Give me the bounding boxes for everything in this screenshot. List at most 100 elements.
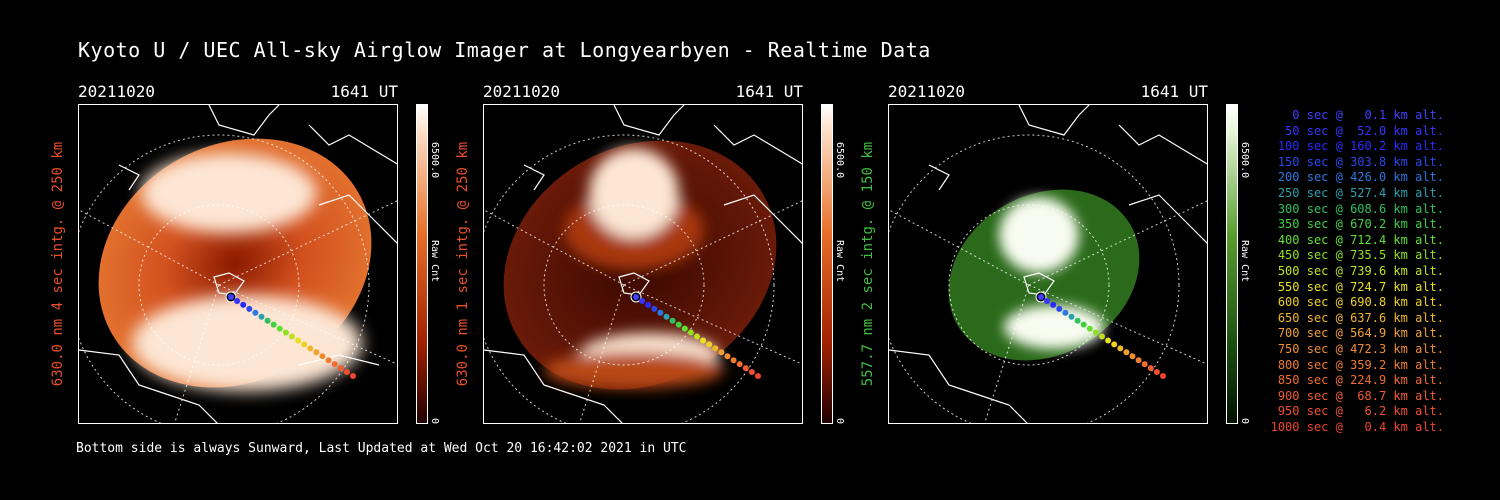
trajectory-point [748, 369, 755, 376]
trajectory-point [675, 321, 682, 328]
legend-entry: 100 sec @ 160.2 km alt. [1277, 139, 1444, 154]
page-title: Kyoto U / UEC All-sky Airglow Imager at … [78, 38, 931, 62]
trajectory-point [1056, 305, 1063, 312]
trajectory-point [651, 305, 658, 312]
trajectory-point [1117, 345, 1124, 352]
trajectory-point [700, 337, 707, 344]
image-panel-3: 20211020 1641 UT [860, 80, 1308, 440]
trajectory-point [1099, 333, 1105, 340]
legend-entry: 650 sec @ 637.6 km alt. [1277, 310, 1444, 325]
allsky-image-557nm-2s [888, 104, 1208, 424]
trajectory-point [1044, 297, 1051, 304]
trajectory-point [1092, 329, 1099, 336]
trajectory-point [276, 325, 283, 332]
colorbar-unit: Raw Cnt [429, 240, 440, 283]
trajectory-point [736, 361, 743, 368]
legend-entry: 550 sec @ 724.7 km alt. [1277, 279, 1444, 294]
trajectory-point [645, 301, 652, 308]
allsky-image-630nm-4s [78, 104, 398, 424]
trajectory-point [1153, 369, 1160, 376]
trajectory-point [301, 341, 308, 348]
panel-ylabel: 557.7 nm 2 sec intg. @ 150 km [860, 141, 876, 387]
legend-entry: 900 sec @ 68.7 km alt. [1277, 388, 1444, 403]
colorbar-max: 6500.0 [1239, 142, 1250, 179]
trajectory-point [1074, 317, 1081, 324]
colorbar [416, 104, 428, 424]
trajectory-point [755, 373, 761, 379]
colorbar [1226, 104, 1238, 424]
legend-entry: 400 sec @ 712.4 km alt. [1277, 232, 1444, 247]
trajectory-point [663, 313, 670, 320]
colorbar-unit: Raw Cnt [834, 240, 845, 283]
colorbar-max: 6500.0 [429, 142, 440, 179]
trajectory-legend: 0 sec @ 0.1 km alt. 50 sec @ 52.0 km alt.… [1271, 108, 1444, 435]
legend-entry: 300 sec @ 608.6 km alt. [1277, 201, 1444, 216]
trajectory-point [724, 353, 731, 360]
trajectory-point [669, 317, 676, 324]
trajectory-point [1141, 361, 1148, 368]
trajectory-point [1123, 349, 1130, 356]
colorbar [821, 104, 833, 424]
trajectory-point [694, 333, 700, 340]
legend-entry: 1000 sec @ 0.4 km alt. [1270, 419, 1444, 434]
trajectory-point [228, 294, 234, 300]
trajectory-point [1160, 373, 1166, 379]
trajectory-point [313, 349, 320, 356]
panel-date: 20211020 [78, 82, 156, 101]
legend-entry: 700 sec @ 564.9 km alt. [1277, 326, 1444, 341]
trajectory-point [252, 309, 259, 316]
trajectory-point [718, 349, 725, 356]
trajectory-point [258, 313, 265, 320]
trajectory-point [337, 365, 344, 372]
trajectory-point [681, 325, 688, 332]
trajectory-point [633, 294, 639, 300]
trajectory-point [1038, 294, 1044, 300]
trajectory-point [325, 357, 332, 364]
trajectory-point [639, 297, 646, 304]
legend-entry: 500 sec @ 739.6 km alt. [1277, 263, 1444, 278]
trajectory-point [343, 369, 350, 376]
legend-entry: 950 sec @ 6.2 km alt. [1277, 404, 1444, 419]
trajectory-point [712, 345, 719, 352]
trajectory-point [270, 321, 277, 328]
trajectory-point [706, 341, 713, 348]
trajectory-point [240, 301, 247, 308]
trajectory-point [730, 357, 737, 364]
trajectory-point [1129, 353, 1136, 360]
legend-entry: 600 sec @ 690.8 km alt. [1277, 295, 1444, 310]
legend-entry: 450 sec @ 735.5 km alt. [1277, 248, 1444, 263]
panel-time: 1641 UT [735, 82, 803, 101]
panel-date: 20211020 [483, 82, 561, 101]
trajectory-point [742, 365, 749, 372]
colorbar-max: 6500.0 [834, 142, 845, 179]
colorbar-min: 0 [429, 418, 440, 425]
trajectory-point [1111, 341, 1118, 348]
trajectory-point [1068, 313, 1075, 320]
panel-ylabel: 630.0 nm 4 sec intg. @ 250 km [50, 141, 66, 387]
trajectory-point [687, 329, 694, 336]
trajectory-point [350, 373, 356, 379]
image-panel-2: 20211020 1641 UT [455, 80, 903, 440]
trajectory-point [319, 353, 326, 360]
trajectory-point [1147, 365, 1154, 372]
trajectory-point [1050, 301, 1057, 308]
legend-entry: 50 sec @ 52.0 km alt. [1285, 123, 1444, 138]
colorbar-min: 0 [1239, 418, 1250, 425]
colorbar-min: 0 [834, 418, 845, 425]
legend-entry: 800 sec @ 359.2 km alt. [1277, 357, 1444, 372]
trajectory-point [246, 305, 253, 312]
trajectory-point [657, 309, 664, 316]
legend-entry: 850 sec @ 224.9 km alt. [1277, 373, 1444, 388]
panel-ylabel: 630.0 nm 1 sec intg. @ 250 km [455, 141, 471, 387]
panel-time: 1641 UT [1140, 82, 1208, 101]
trajectory-point [307, 345, 314, 352]
trajectory-point [1086, 325, 1093, 332]
trajectory-point [282, 329, 289, 336]
legend-entry: 350 sec @ 670.2 km alt. [1277, 217, 1444, 232]
legend-entry: 150 sec @ 303.8 km alt. [1277, 154, 1444, 169]
legend-entry: 250 sec @ 527.4 km alt. [1277, 185, 1444, 200]
panel-time: 1641 UT [330, 82, 398, 101]
legend-entry: 750 sec @ 472.3 km alt. [1277, 341, 1444, 356]
image-panel-1: 20211020 1641 UT [50, 80, 498, 440]
trajectory-point [295, 337, 302, 344]
